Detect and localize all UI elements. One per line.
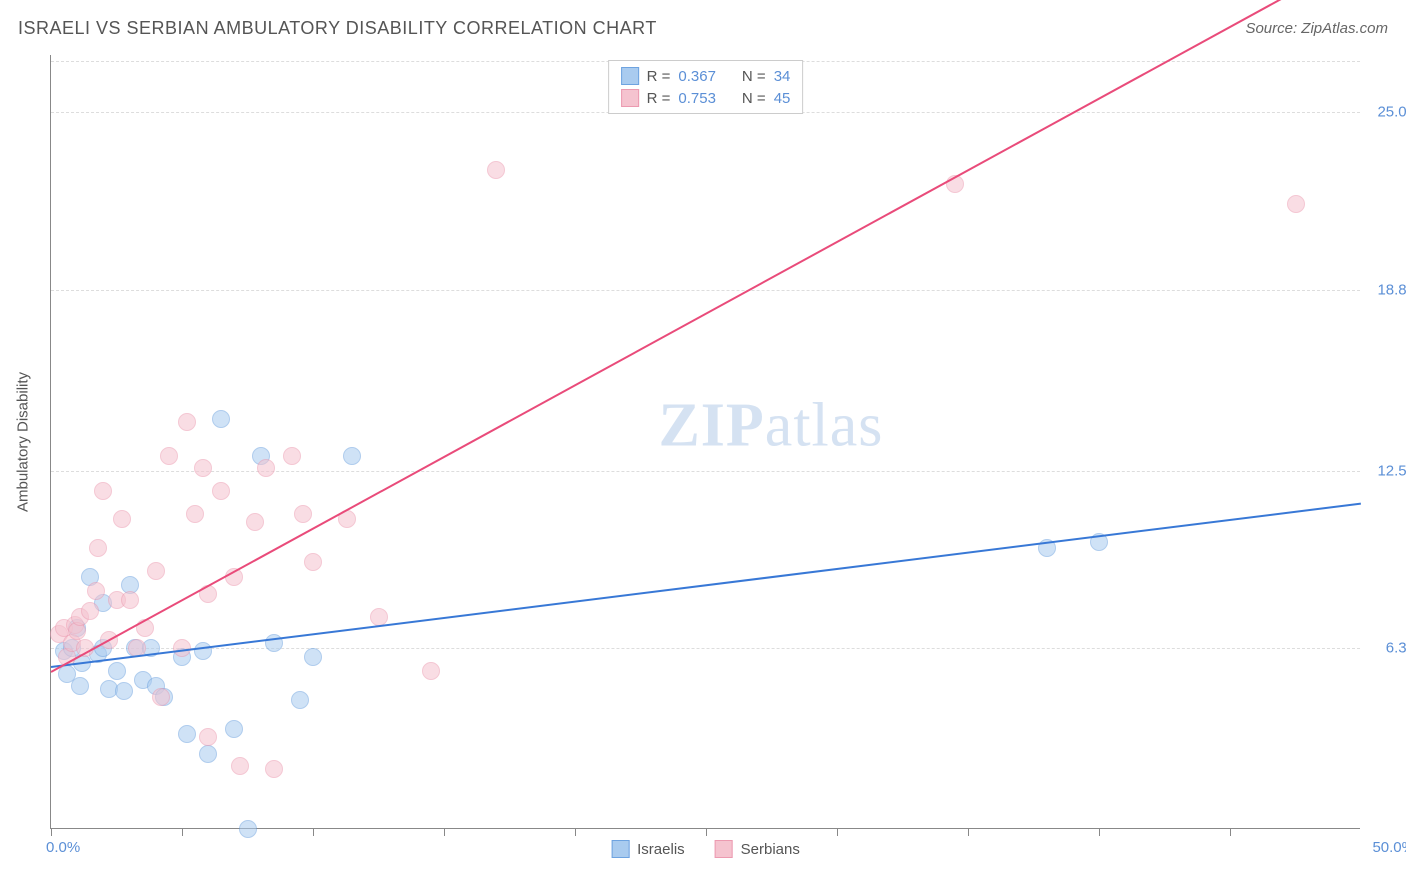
- scatter-point: [152, 688, 170, 706]
- chart-header: ISRAELI VS SERBIAN AMBULATORY DISABILITY…: [18, 18, 1388, 39]
- legend-r-value: 0.367: [678, 68, 716, 85]
- legend-n-value: 34: [774, 68, 791, 85]
- scatter-point: [487, 161, 505, 179]
- scatter-point: [265, 760, 283, 778]
- y-tick-label: 25.0%: [1365, 104, 1406, 121]
- plot-area: ZIPatlas Ambulatory Disability R =0.367N…: [50, 55, 1360, 829]
- scatter-point: [1287, 195, 1305, 213]
- legend-row: R = 0.367 N = 34: [621, 65, 791, 87]
- x-tick: [51, 828, 52, 836]
- legend-swatch: [621, 89, 639, 107]
- x-tick: [313, 828, 314, 836]
- x-tick: [837, 828, 838, 836]
- scatter-point: [212, 482, 230, 500]
- scatter-point: [94, 482, 112, 500]
- x-tick: [1230, 828, 1231, 836]
- scatter-point: [115, 682, 133, 700]
- scatter-point: [231, 757, 249, 775]
- y-tick-label: 6.3%: [1365, 640, 1406, 657]
- legend-n-value: 45: [774, 90, 791, 107]
- scatter-point: [81, 602, 99, 620]
- y-tick-label: 18.8%: [1365, 282, 1406, 299]
- scatter-point: [113, 510, 131, 528]
- scatter-point: [89, 539, 107, 557]
- legend-swatch: [611, 840, 629, 858]
- scatter-point: [212, 410, 230, 428]
- series-legend-label: Israelis: [637, 841, 685, 858]
- scatter-point: [194, 642, 212, 660]
- scatter-point: [422, 662, 440, 680]
- y-tick-label: 12.5%: [1365, 462, 1406, 479]
- scatter-point: [239, 820, 257, 838]
- scatter-point: [304, 553, 322, 571]
- gridline-h: [51, 471, 1360, 472]
- legend-r-label: R =: [647, 90, 671, 107]
- x-tick: [182, 828, 183, 836]
- legend-r-value: 0.753: [678, 90, 716, 107]
- scatter-point: [194, 459, 212, 477]
- chart-source: Source: ZipAtlas.com: [1245, 20, 1388, 37]
- scatter-point: [294, 505, 312, 523]
- x-tick: [706, 828, 707, 836]
- x-tick: [575, 828, 576, 836]
- scatter-point: [121, 591, 139, 609]
- scatter-point: [257, 459, 275, 477]
- scatter-point: [343, 447, 361, 465]
- scatter-point: [178, 725, 196, 743]
- scatter-point: [283, 447, 301, 465]
- legend-n-label: N =: [742, 68, 766, 85]
- legend-swatch: [715, 840, 733, 858]
- scatter-point: [71, 677, 89, 695]
- gridline-h: [51, 290, 1360, 291]
- legend-r-label: R =: [647, 68, 671, 85]
- scatter-point: [87, 582, 105, 600]
- y-axis-title: Ambulatory Disability: [15, 371, 32, 511]
- watermark: ZIPatlas: [658, 391, 883, 462]
- scatter-point: [246, 513, 264, 531]
- scatter-point: [370, 608, 388, 626]
- scatter-point: [291, 691, 309, 709]
- scatter-point: [199, 728, 217, 746]
- x-tick: [444, 828, 445, 836]
- scatter-point: [186, 505, 204, 523]
- series-legend-item: Israelis: [611, 840, 685, 858]
- x-tick: [1099, 828, 1100, 836]
- legend-swatch: [621, 67, 639, 85]
- chart-title: ISRAELI VS SERBIAN AMBULATORY DISABILITY…: [18, 18, 657, 39]
- legend-row: R = 0.753 N = 45: [621, 87, 791, 109]
- x-axis-min-label: 0.0%: [46, 839, 80, 856]
- series-legend-item: Serbians: [715, 840, 800, 858]
- scatter-point: [108, 662, 126, 680]
- legend-n-label: N =: [742, 90, 766, 107]
- scatter-point: [147, 562, 165, 580]
- scatter-point: [199, 745, 217, 763]
- series-legend: Israelis Serbians: [611, 840, 800, 858]
- scatter-point: [225, 720, 243, 738]
- scatter-point: [304, 648, 322, 666]
- scatter-point: [160, 447, 178, 465]
- correlation-legend: R = 0.367 N = 34 R = 0.753 N = 45: [608, 60, 804, 114]
- series-legend-label: Serbians: [741, 841, 800, 858]
- x-tick: [968, 828, 969, 836]
- gridline-h: [51, 648, 1360, 649]
- scatter-point: [178, 413, 196, 431]
- x-axis-max-label: 50.0%: [1372, 839, 1406, 856]
